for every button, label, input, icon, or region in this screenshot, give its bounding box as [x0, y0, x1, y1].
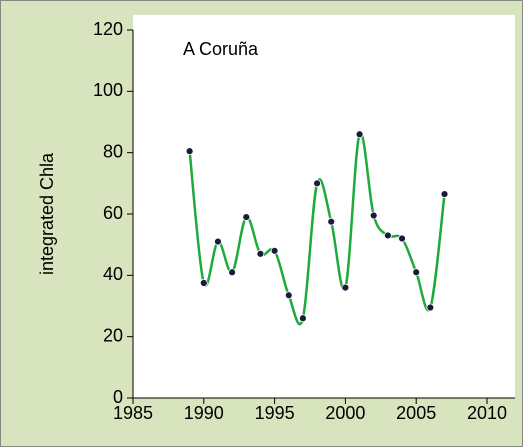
marker	[341, 283, 350, 292]
marker	[185, 147, 194, 156]
marker	[412, 268, 421, 277]
marker	[398, 234, 406, 243]
marker	[228, 268, 237, 277]
y-tick-label: 40	[103, 264, 123, 284]
marker	[440, 190, 449, 198]
x-tick-label: 1995	[255, 403, 295, 423]
y-tick-label: 20	[103, 325, 123, 345]
marker	[299, 314, 307, 323]
x-tick-label: 2005	[396, 403, 436, 423]
marker	[313, 179, 321, 188]
y-tick-label: 80	[103, 141, 123, 161]
x-tick-label: 1985	[113, 403, 153, 423]
marker	[426, 303, 435, 312]
marker	[242, 213, 251, 221]
marker	[284, 291, 293, 300]
annotation: A Coruña	[183, 39, 259, 59]
marker	[199, 279, 208, 287]
marker	[383, 231, 392, 240]
marker	[369, 211, 378, 220]
plot-area	[133, 15, 515, 398]
y-tick-label: 100	[93, 80, 123, 100]
marker	[327, 217, 336, 226]
marker	[256, 249, 265, 258]
y-tick-label: 60	[103, 203, 123, 223]
y-axis-label: integrated Chla	[37, 152, 57, 275]
y-tick-label: 0	[113, 387, 123, 407]
x-tick-label: 2000	[325, 403, 365, 423]
y-tick-label: 120	[93, 19, 123, 39]
marker	[355, 130, 364, 139]
x-tick-label: 2010	[467, 403, 507, 423]
x-tick-label: 1990	[184, 403, 224, 423]
marker	[214, 237, 222, 246]
marker	[270, 246, 279, 255]
